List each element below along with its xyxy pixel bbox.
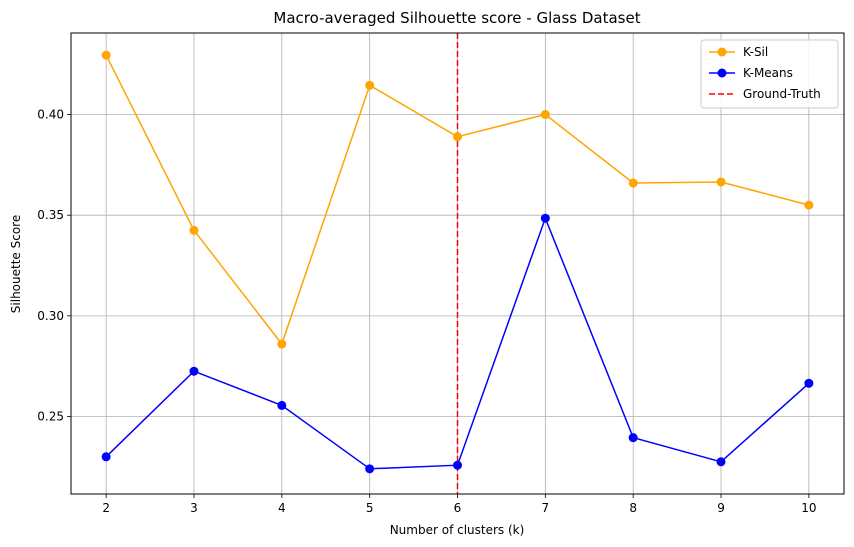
x-tick-label: 9 [717, 501, 725, 515]
x-tick-label: 6 [454, 501, 462, 515]
data-point-k-means [716, 457, 726, 467]
data-point-k-sil [453, 132, 462, 142]
legend-marker-k-sil [717, 47, 727, 57]
data-point-k-sil [101, 50, 111, 60]
data-point-k-sil [716, 177, 726, 187]
data-point-k-means [189, 366, 199, 376]
data-point-k-means [365, 464, 375, 474]
chart-title: Macro-averaged Silhouette score - Glass … [273, 9, 640, 27]
series [101, 50, 814, 474]
data-point-k-means [277, 400, 287, 410]
legend-marker-k-means [717, 68, 727, 78]
legend: K-Sil K-Means Ground-Truth [700, 39, 839, 109]
data-point-k-means [540, 213, 550, 223]
x-tick-label: 3 [190, 501, 198, 515]
x-tick-label: 2 [102, 501, 110, 515]
data-point-k-means [804, 378, 814, 388]
y-tick-label: 0.30 [37, 309, 64, 323]
data-point-k-sil [540, 110, 550, 120]
data-point-k-means [628, 433, 638, 443]
data-point-k-sil [277, 339, 287, 349]
legend-label-k-means: K-Means [743, 66, 793, 80]
ticks: 2 3 4 5 6 7 8 9 10 0.25 0.30 0.35 0.40 [37, 108, 816, 515]
legend-label-k-sil: K-Sil [743, 45, 768, 59]
legend-label-ground-truth: Ground-Truth [743, 87, 821, 101]
data-point-k-sil [189, 225, 199, 235]
data-point-k-means [101, 452, 111, 462]
legend-box [700, 39, 839, 109]
data-point-k-sil [365, 80, 375, 90]
x-tick-label: 4 [278, 501, 286, 515]
x-tick-label: 7 [542, 501, 550, 515]
data-point-k-sil [628, 178, 638, 188]
x-tick-label: 10 [801, 501, 816, 515]
data-point-k-means [453, 460, 462, 470]
y-tick-label: 0.25 [37, 409, 64, 423]
data-point-k-sil [804, 200, 814, 210]
y-axis-label: Silhouette Score [9, 215, 23, 313]
y-tick-label: 0.35 [37, 208, 64, 222]
y-tick-label: 0.40 [37, 108, 64, 122]
x-tick-label: 5 [366, 501, 374, 515]
x-tick-label: 8 [629, 501, 637, 515]
x-axis-label: Number of clusters (k) [390, 523, 525, 537]
